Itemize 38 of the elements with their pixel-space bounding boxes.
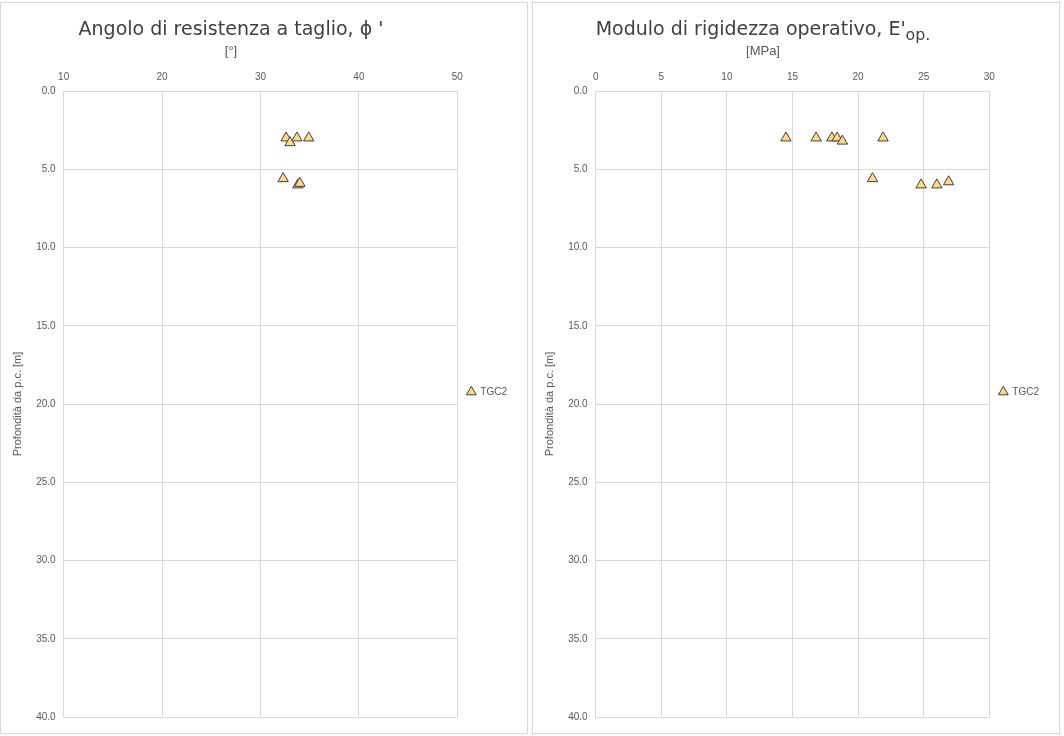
x-tick-label: 25	[918, 70, 930, 82]
y-tick-label: 15.0	[568, 319, 589, 331]
y-tick-label: 10.0	[568, 241, 589, 253]
chart-title: Modulo di rigidezza operativo, E'$_{op.}$	[594, 17, 932, 44]
y-tick-label: 0.0	[573, 84, 589, 96]
y-tick-label: 5.0	[41, 163, 57, 174]
y-tick-label: 40.0	[568, 710, 589, 722]
chart-title: Angolo di resistenza a taglio, ϕ '	[77, 17, 385, 39]
y-tick-label: 35.0	[568, 632, 589, 644]
y-tick-label: 35.0	[36, 632, 57, 644]
x-tick-label: 10	[721, 70, 733, 82]
y-tick-label: 25.0	[36, 476, 57, 487]
legend-label: TGC2	[480, 385, 508, 397]
y-tick-label: 15.0	[36, 319, 57, 331]
x-tick-label: 40	[353, 70, 365, 82]
y-tick-label: 5.0	[573, 163, 589, 174]
x-tick-label: 10	[58, 70, 70, 82]
y-tick-label: 0.0	[41, 84, 57, 96]
x-tick-label: 50	[451, 70, 464, 82]
y-axis-title: Profondità da p.c. [m]	[10, 351, 23, 457]
y-tick-label: 30.0	[568, 554, 589, 566]
chart-subtitle: [MPa]	[745, 43, 781, 58]
x-tick-label: 15	[786, 70, 799, 82]
legend-label: TGC2	[1012, 385, 1040, 397]
x-tick-label: 20	[156, 70, 169, 82]
x-tick-label: 30	[983, 70, 996, 82]
y-tick-label: 40.0	[36, 710, 57, 722]
y-tick-label: 25.0	[568, 476, 589, 487]
y-axis-title: Profondità da p.c. [m]	[542, 351, 555, 457]
y-tick-label: 20.0	[568, 397, 589, 409]
x-tick-label: 5	[658, 70, 665, 82]
x-tick-label: 20	[852, 70, 865, 82]
x-tick-label: 0	[592, 70, 599, 82]
x-tick-label: 30	[254, 70, 267, 82]
chart-subtitle: [°]	[223, 43, 239, 58]
y-tick-label: 30.0	[36, 554, 57, 566]
y-tick-label: 10.0	[36, 241, 57, 253]
y-tick-label: 20.0	[36, 397, 57, 409]
